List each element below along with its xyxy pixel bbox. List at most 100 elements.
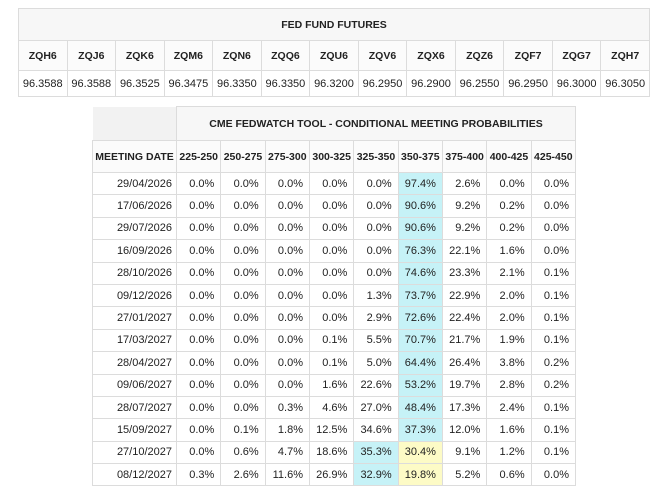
probability-cell: 1.9% <box>486 328 532 353</box>
contract-code: ZQM6 <box>163 40 214 71</box>
probability-cell: 2.4% <box>486 395 532 420</box>
probability-cell: 2.8% <box>486 373 532 397</box>
probability-cell: 2.0% <box>486 283 532 308</box>
probability-cell: 9.1% <box>441 440 488 465</box>
probability-cell: 27.0% <box>353 395 399 420</box>
probability-cell: 22.1% <box>441 239 488 263</box>
meeting-date: 27/10/2027 <box>92 440 177 465</box>
probability-cell: 0.2% <box>486 194 532 218</box>
probability-cell: 34.6% <box>353 418 399 442</box>
table-row: 28/10/2026 0.0% 0.0% 0.0% 0.0% 0.0% 74.6% 23.3%… <box>92 261 577 285</box>
probability-cell: 0.0% <box>264 306 310 330</box>
probability-cell: 12.5% <box>308 418 355 442</box>
probability-cell: 0.0% <box>175 261 222 285</box>
contract-code: ZQX6 <box>406 40 456 71</box>
probability-cell: 0.0% <box>220 194 266 218</box>
probability-cell: 0.1% <box>308 328 355 353</box>
probability-cell: 0.1% <box>220 418 266 442</box>
probability-cell: 0.0% <box>264 283 310 308</box>
probability-cell: 90.6% <box>397 194 443 218</box>
probability-cell: 1.6% <box>486 239 532 263</box>
probability-cell: 19.7% <box>441 373 488 397</box>
meeting-date: 15/09/2027 <box>92 418 177 442</box>
probability-cell: 37.3% <box>397 418 443 442</box>
contract-code: ZQN6 <box>212 40 262 71</box>
probability-cell: 0.3% <box>175 463 222 487</box>
probability-cell: 0.0% <box>175 194 222 218</box>
probability-cell: 9.2% <box>441 194 488 218</box>
table-row: 28/04/2027 0.0% 0.0% 0.0% 0.1% 5.0% 64.4% 26.4%… <box>92 351 577 375</box>
probability-cell: 19.8% <box>397 463 443 487</box>
probability-cell: 0.2% <box>486 216 532 241</box>
meeting-date: 09/12/2026 <box>92 283 177 308</box>
meeting-date: 28/07/2027 <box>92 395 177 420</box>
meeting-date: 27/01/2027 <box>92 306 177 330</box>
meeting-date: 17/06/2026 <box>92 194 177 218</box>
probability-cell: 0.0% <box>530 463 577 487</box>
probability-cell: 0.0% <box>220 351 266 375</box>
probability-cell: 76.3% <box>397 239 443 263</box>
probability-cell: 23.3% <box>441 261 488 285</box>
probability-cell: 2.6% <box>220 463 266 487</box>
table-row: 08/12/2027 0.3% 2.6% 11.6% 26.9% 32.9% 19.8% 5.… <box>92 463 577 487</box>
probability-cell: 97.4% <box>397 171 443 196</box>
probability-cell: 35.3% <box>353 440 399 465</box>
column-header: 225-250 <box>175 140 222 173</box>
table-row: 16/09/2026 0.0% 0.0% 0.0% 0.0% 0.0% 76.3% 22.1%… <box>92 239 577 263</box>
column-header: 350-375 <box>397 140 443 173</box>
probability-cell: 0.0% <box>353 239 399 263</box>
probability-cell: 0.0% <box>308 194 355 218</box>
probability-cell: 73.7% <box>397 283 443 308</box>
probability-cell: 0.3% <box>264 395 310 420</box>
meeting-date: 17/03/2027 <box>92 328 177 353</box>
probability-cell: 0.0% <box>264 216 310 241</box>
probability-cell: 0.0% <box>220 395 266 420</box>
probability-cell: 3.8% <box>486 351 532 375</box>
probability-cell: 22.6% <box>353 373 399 397</box>
column-header: 300-325 <box>308 140 355 173</box>
contract-price: 96.2950 <box>503 70 553 97</box>
probability-cell: 0.0% <box>353 261 399 285</box>
probability-cell: 0.0% <box>264 328 310 353</box>
probability-cell: 0.0% <box>486 171 532 196</box>
probability-cell: 1.3% <box>353 283 399 308</box>
probability-cell: 0.0% <box>220 306 266 330</box>
probability-cell: 74.6% <box>397 261 443 285</box>
probability-cell: 0.0% <box>220 261 266 285</box>
probability-cell: 17.3% <box>441 395 488 420</box>
probability-cell: 0.0% <box>530 194 577 218</box>
contract-price: 96.3525 <box>115 70 165 97</box>
probability-cell: 1.2% <box>486 440 532 465</box>
probability-cell: 0.0% <box>264 171 310 196</box>
probability-cell: 9.2% <box>441 216 488 241</box>
probability-cell: 0.0% <box>220 239 266 263</box>
probability-cell: 0.0% <box>530 171 577 196</box>
probability-cell: 0.1% <box>530 440 577 465</box>
probability-cell: 0.0% <box>220 171 266 196</box>
probability-cell: 0.0% <box>175 328 222 353</box>
probability-cell: 2.9% <box>353 306 399 330</box>
contract-price: 96.3350 <box>212 70 262 97</box>
probability-cell: 32.9% <box>353 463 399 487</box>
table-row: 29/07/2026 0.0% 0.0% 0.0% 0.0% 0.0% 90.6% 9.2% 0… <box>92 216 577 241</box>
probability-cell: 0.0% <box>308 283 355 308</box>
contract-price: 96.2900 <box>406 70 456 97</box>
contract-code: ZQU6 <box>309 40 359 71</box>
contract-price: 96.3350 <box>260 70 311 97</box>
probability-cell: 70.7% <box>397 328 443 353</box>
contract-code: ZQK6 <box>115 40 165 71</box>
probability-cell: 0.1% <box>530 395 577 420</box>
column-header: MEETING DATE <box>92 140 177 173</box>
meeting-date: 09/06/2027 <box>92 373 177 397</box>
probability-cell: 0.6% <box>486 463 532 487</box>
probability-cell: 0.0% <box>308 306 355 330</box>
probability-cell: 0.0% <box>264 373 310 397</box>
probability-cell: 12.0% <box>441 418 488 442</box>
probability-cell: 0.0% <box>220 216 266 241</box>
table-row: 17/06/2026 0.0% 0.0% 0.0% 0.0% 0.0% 90.6% 9.2% 0… <box>92 194 577 218</box>
contract-price: 96.3475 <box>163 70 214 97</box>
probability-cell: 0.0% <box>175 306 222 330</box>
probability-cell: 0.0% <box>353 194 399 218</box>
probability-cell: 0.0% <box>175 239 222 263</box>
table-row: 17/03/2027 0.0% 0.0% 0.0% 0.1% 5.5% 70.7% 21.7%… <box>92 328 577 353</box>
